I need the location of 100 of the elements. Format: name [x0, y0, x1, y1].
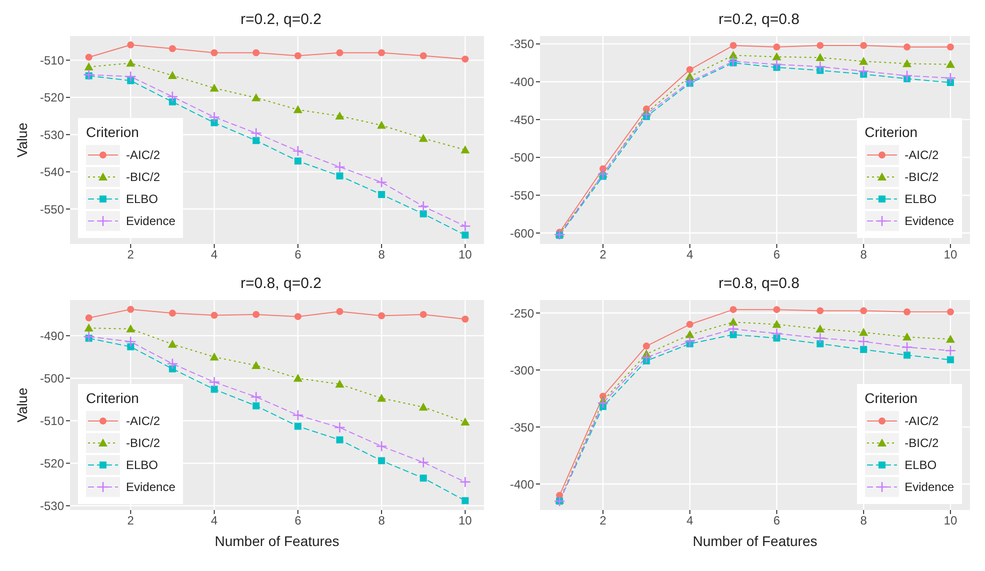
point — [126, 58, 136, 67]
x-axis-title: Number of Features — [692, 533, 818, 549]
point — [946, 43, 954, 50]
point — [420, 52, 427, 60]
chart-title: r=0.2, q=0.2 — [240, 10, 322, 30]
point — [944, 72, 956, 84]
point — [420, 210, 427, 218]
point — [252, 49, 260, 56]
x-tick-label: 6 — [294, 514, 302, 528]
point — [210, 386, 218, 393]
point — [946, 79, 954, 86]
point — [336, 49, 344, 56]
point — [124, 336, 136, 348]
point — [168, 45, 176, 52]
point — [772, 320, 782, 328]
chart-title: r=0.8, q=0.8 — [718, 274, 800, 294]
x-tick-label: 4 — [210, 248, 218, 262]
y-tick-label: -300 — [510, 363, 534, 378]
point — [252, 93, 261, 102]
point — [292, 410, 304, 421]
point — [336, 308, 344, 315]
x-tick-label: 4 — [210, 514, 218, 528]
point — [904, 43, 911, 50]
point — [252, 137, 260, 144]
point — [168, 365, 176, 372]
y-tick-label: -500 — [510, 150, 534, 165]
legend-label: -BIC/2 — [904, 436, 939, 450]
point — [210, 84, 219, 92]
point — [335, 112, 344, 120]
point — [858, 336, 870, 348]
point — [816, 42, 824, 49]
point — [730, 331, 737, 338]
point — [294, 52, 302, 60]
point — [168, 310, 176, 317]
chart-title: r=0.2, q=0.8 — [718, 10, 800, 30]
point — [127, 306, 134, 313]
point — [210, 312, 218, 319]
point — [252, 360, 261, 369]
point — [816, 53, 825, 62]
legend-label: Evidence — [904, 214, 954, 228]
legend-label: ELBO — [904, 458, 937, 472]
chart-title: r=0.8, q=0.2 — [240, 274, 322, 294]
legend-label: Evidence — [126, 214, 176, 228]
point — [684, 336, 696, 348]
point — [294, 313, 302, 320]
point — [554, 495, 566, 507]
y-tick-label: -600 — [510, 226, 534, 240]
point — [378, 457, 386, 464]
point — [127, 41, 134, 48]
legend-label: -AIC/2 — [904, 414, 939, 428]
point — [124, 70, 136, 82]
point — [728, 323, 739, 335]
point — [293, 105, 302, 114]
point — [901, 342, 913, 353]
point — [462, 56, 469, 63]
legend-label: Evidence — [126, 480, 176, 494]
point — [376, 176, 388, 188]
point — [377, 120, 386, 129]
point — [418, 134, 428, 142]
point — [168, 70, 177, 79]
point — [334, 161, 346, 173]
point — [335, 380, 344, 388]
point — [210, 49, 218, 56]
point — [336, 172, 344, 180]
y-tick-label: -400 — [510, 75, 534, 90]
point — [860, 346, 868, 353]
point — [378, 191, 386, 198]
point — [816, 307, 824, 314]
point — [166, 358, 178, 370]
point — [728, 318, 738, 326]
point — [420, 310, 427, 318]
point — [418, 200, 430, 212]
point — [210, 352, 219, 360]
point — [250, 127, 262, 139]
legend-title: Criterion — [864, 390, 919, 406]
point — [252, 402, 260, 410]
point — [860, 42, 868, 49]
point — [946, 60, 955, 68]
x-tick-label: 4 — [686, 514, 694, 528]
x-tick-label: 8 — [378, 514, 386, 528]
x-tick-label: 10 — [458, 248, 472, 262]
legend-title: Criterion — [86, 390, 140, 406]
point — [166, 91, 178, 102]
y-tick-label: -510 — [40, 53, 64, 68]
y-axis-title: Value — [14, 387, 30, 422]
point — [250, 391, 262, 403]
point — [902, 59, 912, 68]
y-tick-label: -530 — [40, 128, 64, 142]
point — [773, 43, 780, 50]
point — [686, 320, 694, 328]
point — [460, 418, 470, 426]
y-tick-label: -350 — [510, 37, 534, 52]
y-tick-label: -510 — [40, 414, 64, 428]
point — [84, 62, 94, 70]
y-tick-label: -350 — [510, 420, 534, 434]
point — [771, 58, 782, 70]
point — [420, 474, 427, 482]
point — [816, 340, 824, 348]
x-tick-label: 6 — [294, 248, 302, 262]
legend-label: ELBO — [126, 192, 158, 206]
